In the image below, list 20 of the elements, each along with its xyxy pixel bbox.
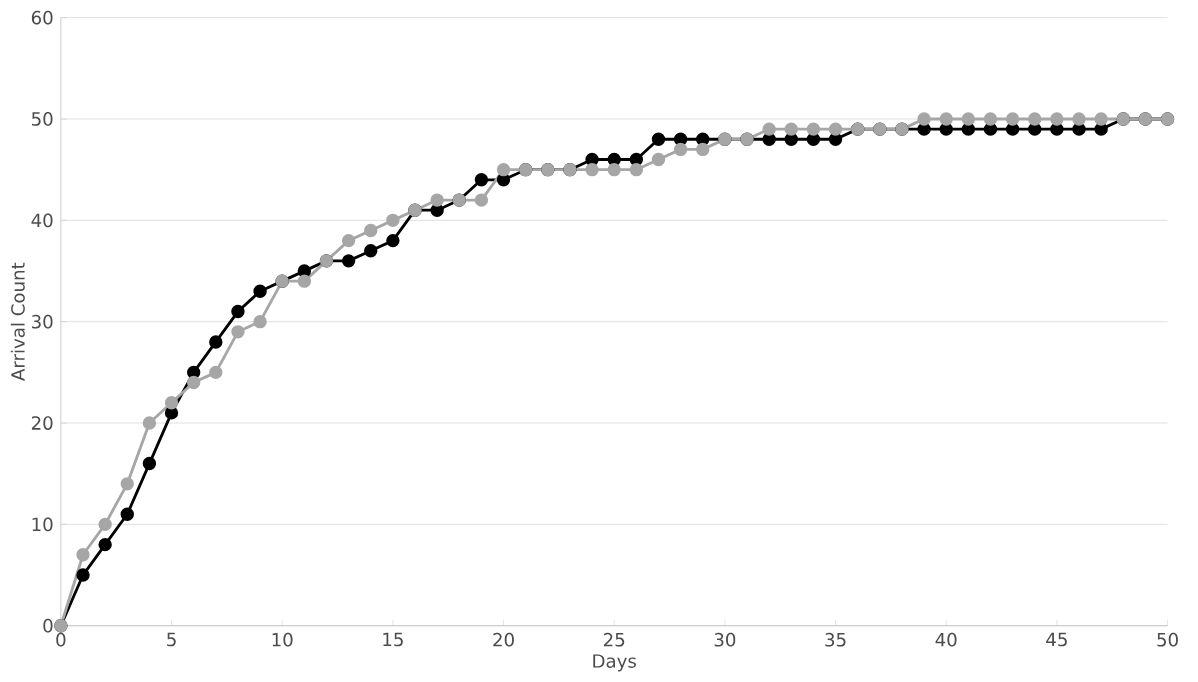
- x-tick-label: 20: [493, 632, 514, 647]
- x-tick-label: 15: [383, 632, 403, 647]
- y-tick-label: 40: [31, 213, 53, 228]
- y-tick-label: 30: [32, 314, 53, 329]
- x-tick-label: 5: [167, 632, 176, 647]
- x-tick-label: 45: [1046, 632, 1067, 647]
- y-tick-label: 60: [31, 10, 53, 25]
- x-tick-label: 10: [272, 632, 293, 647]
- x-tick-label: 40: [935, 632, 957, 647]
- y-tick-label: 0: [43, 618, 53, 633]
- y-tick-label: 20: [31, 416, 53, 430]
- x-tick-label: 35: [825, 632, 846, 647]
- x-tick-label: 0: [56, 632, 66, 647]
- x-tick-label: 50: [1157, 632, 1178, 647]
- x-tick-label: 30: [714, 632, 736, 647]
- y-axis-title: Arrival Count: [10, 262, 25, 381]
- y-tick-label: 50: [32, 112, 53, 126]
- y-tick-label: 10: [32, 517, 53, 532]
- x-tick-label: 25: [603, 632, 625, 647]
- x-axis-title: Days: [593, 654, 637, 672]
